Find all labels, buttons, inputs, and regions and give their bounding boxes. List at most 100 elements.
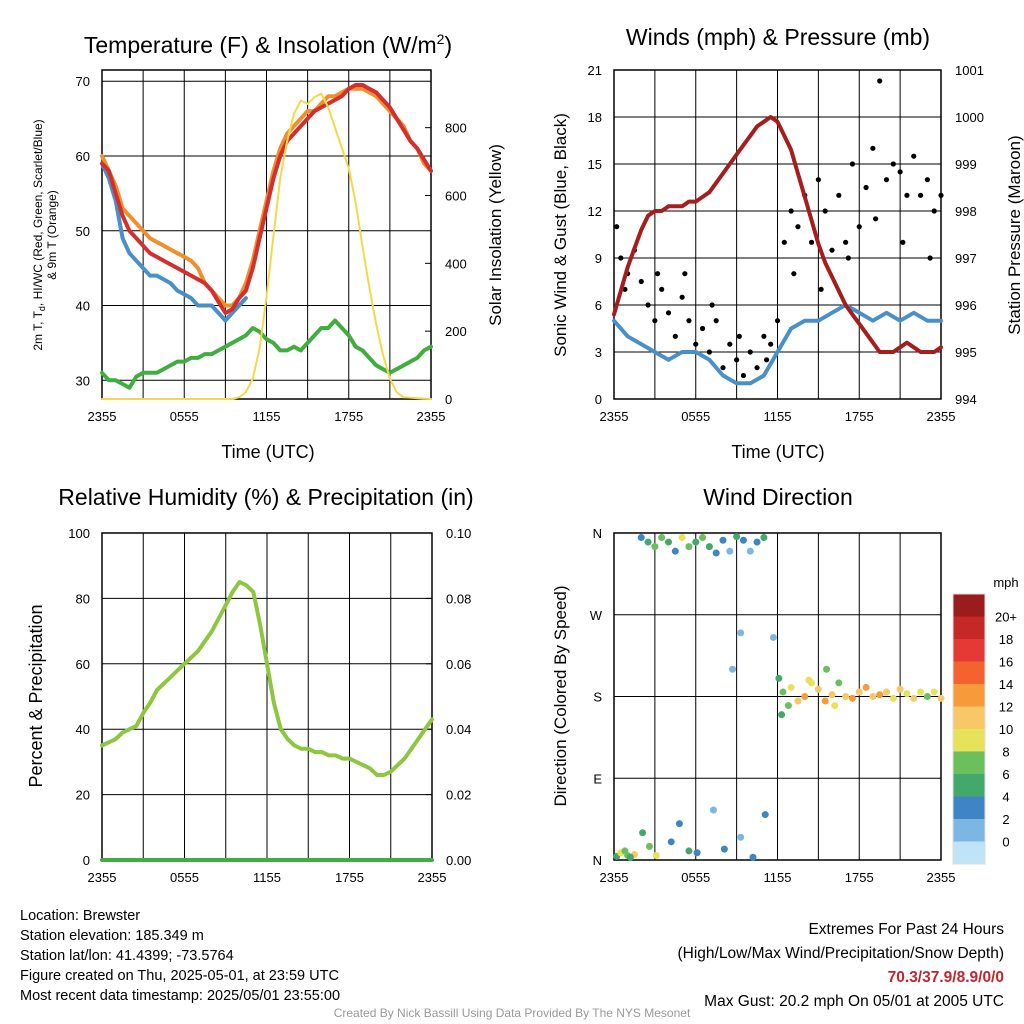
gust-point — [665, 310, 672, 316]
gust-point — [764, 357, 770, 363]
colorbar-label: 18 — [999, 632, 1013, 647]
colorbar-label: 14 — [999, 677, 1013, 692]
y2-tick-label: 200 — [445, 324, 467, 339]
y-tick-label: S — [593, 690, 602, 705]
y-tick-label: 40 — [76, 299, 90, 314]
gust-point — [843, 239, 849, 245]
y-tick-label: 6 — [595, 298, 602, 313]
plot-frame — [101, 69, 432, 400]
y2-tick-label: 400 — [445, 256, 467, 271]
direction-point — [896, 685, 904, 693]
colorbar-swatch — [953, 616, 985, 639]
direction-point — [749, 853, 757, 861]
direction-point — [693, 849, 701, 857]
y-tick-label: 18 — [588, 110, 602, 125]
gust-point — [727, 341, 733, 347]
y-tick-label: 20 — [76, 788, 90, 803]
colorbar-label: 10 — [999, 722, 1013, 737]
gust-point — [709, 302, 715, 308]
x-tick-label: 2355 — [927, 870, 956, 885]
temp-panel-title: Temperature (F) & Insolation (W/m2) — [84, 31, 452, 58]
gust-point — [761, 333, 767, 339]
colorbar-label: 8 — [1002, 745, 1009, 760]
direction-point — [692, 538, 700, 546]
colorbar-swatch — [953, 594, 985, 617]
y-tick-label: 60 — [76, 149, 90, 164]
direction-point — [678, 534, 686, 542]
y2-tick-label: 0.00 — [446, 853, 471, 868]
direction-point — [737, 833, 745, 841]
x-tick-label: 2355 — [927, 409, 956, 424]
gust-point — [791, 271, 797, 277]
y-tick-label: 80 — [76, 591, 90, 606]
y2-tick-label: 998 — [955, 204, 977, 219]
direction-point — [801, 693, 809, 700]
direction-point — [828, 691, 836, 699]
gust-point — [863, 184, 869, 191]
colorbar-label: 12 — [999, 700, 1013, 715]
x-tick-label: 1155 — [253, 409, 281, 424]
x-tick-label: 0555 — [681, 870, 710, 885]
temp-xlabel: Time (UTC) — [221, 442, 314, 462]
y2-tick-label: 0.02 — [446, 788, 471, 803]
gust-point — [900, 239, 906, 245]
direction-point — [753, 538, 761, 546]
gust-point — [754, 365, 760, 371]
x-tick-label: 2355 — [88, 409, 117, 424]
created-text: Figure created on Thu, 2025-05-01, at 23… — [20, 968, 339, 984]
y-tick-label: 30 — [76, 373, 90, 388]
direction-point — [645, 842, 653, 850]
station-info: Location: Brewster Station elevation: 18… — [20, 906, 340, 1006]
gust-point — [808, 239, 815, 245]
direction-point — [658, 534, 666, 542]
y-tick-label: 12 — [588, 204, 602, 219]
direction-point — [760, 534, 768, 542]
direction-point — [831, 702, 839, 710]
direction-point — [779, 688, 787, 696]
gust-point — [713, 318, 719, 324]
gust-point — [734, 357, 740, 363]
gust-point — [822, 208, 828, 214]
series-line — [100, 83, 433, 315]
winddir-ylabel: Direction (Colored By Speed) — [551, 585, 570, 806]
y2-tick-label: 0.08 — [446, 591, 471, 606]
gust-point — [877, 78, 883, 84]
direction-point — [626, 853, 634, 861]
y-tick-label: 60 — [76, 657, 90, 672]
colorbar-label: 16 — [999, 655, 1013, 670]
direction-point — [665, 538, 672, 546]
direction-point — [775, 674, 783, 682]
x-tick-label: 2355 — [600, 870, 629, 885]
gust-point — [938, 192, 944, 198]
gust-point — [682, 271, 688, 277]
colorbar-label: 0 — [1002, 835, 1009, 850]
x-tick-label: 1155 — [253, 870, 281, 885]
x-tick-label: 0555 — [170, 409, 199, 424]
x-tick-label: 0555 — [170, 870, 199, 885]
series-line — [100, 161, 248, 323]
direction-point — [821, 697, 829, 705]
direction-point — [889, 694, 897, 702]
gust-point — [849, 161, 856, 167]
y2-tick-label: 0 — [445, 392, 452, 407]
gust-point — [645, 302, 651, 308]
x-tick-label: 1155 — [764, 409, 792, 424]
direction-point — [639, 829, 647, 837]
direction-point — [637, 534, 645, 542]
winds-plot-area: 0 3 6 9 12 15 18 21 994 995 996 997 998 999 1000 1001 23… — [588, 63, 984, 424]
colorbar-swatch — [953, 639, 985, 662]
direction-point — [917, 688, 925, 696]
colorbar-label: 6 — [1002, 767, 1009, 782]
recent-text: Most recent data timestamp: 2025/05/01 2… — [20, 988, 341, 1004]
series-line — [100, 580, 434, 777]
y-tick-label: W — [590, 608, 603, 623]
direction-point — [709, 806, 717, 814]
direction-point — [737, 629, 745, 637]
direction-point — [869, 693, 877, 700]
colorbar-swatch — [953, 661, 985, 684]
direction-point — [729, 665, 737, 673]
colorbar-swatch — [953, 796, 985, 819]
y2-tick-label: 1000 — [955, 110, 984, 125]
direction-point — [705, 543, 713, 551]
y2-tick-label: 999 — [955, 157, 977, 172]
